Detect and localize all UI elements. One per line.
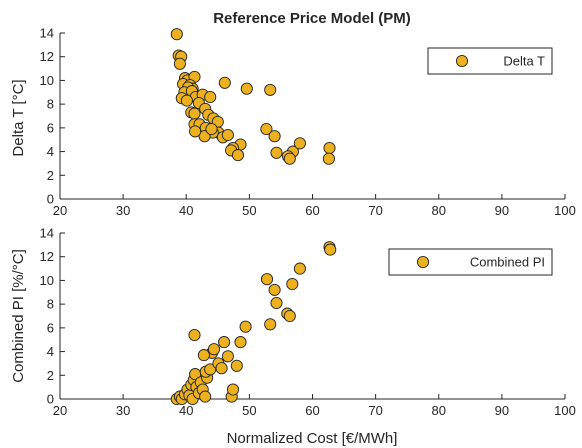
delta-t-data-point xyxy=(240,82,253,95)
delta-t-legend-label: Delta T xyxy=(503,54,545,69)
delta-t-data-point xyxy=(180,94,193,107)
delta-t-x-tick-label: 90 xyxy=(495,203,509,218)
combined-pi-data-point xyxy=(239,320,252,333)
combined-pi-panel: Combined PI [%/°C] 20 30 40 50 60 70 80 90 100 0 2… xyxy=(10,226,576,419)
delta-t-y-tick-label: 10 xyxy=(40,73,54,88)
delta-t-data-point xyxy=(170,28,183,41)
combined-pi-data-point xyxy=(226,383,240,396)
combined-pi-x-tick-label: 100 xyxy=(554,403,576,418)
combined-pi-y-tick-label: 6 xyxy=(47,320,54,335)
combined-pi-data-point xyxy=(260,273,274,286)
delta-t-data-point xyxy=(188,107,201,120)
delta-t-data-point xyxy=(205,122,218,136)
delta-t-panel: Delta T [°C] 20 30 40 50 60 70 80 90 100 0 2 4 6 8 10 1… xyxy=(10,26,576,219)
combined-pi-data-point xyxy=(286,277,299,291)
combined-pi-data-point xyxy=(293,262,306,275)
delta-t-data-point xyxy=(189,125,202,138)
delta-t-data-point xyxy=(268,130,281,143)
combined-pi-data-point xyxy=(199,390,212,403)
combined-pi-x-tick-label: 70 xyxy=(368,403,382,418)
delta-t-y-tick-label: 12 xyxy=(40,49,54,64)
combined-pi-y-tick-label: 8 xyxy=(47,297,54,312)
combined-pi-x-tick-label: 20 xyxy=(53,403,67,418)
combined-pi-legend-label: Combined PI xyxy=(470,255,545,270)
delta-t-y-tick-label: 4 xyxy=(47,144,54,159)
x-axis-label: Normalized Cost [€/MWh] xyxy=(227,430,398,447)
delta-t-x-tick-label: 20 xyxy=(53,203,67,218)
combined-pi-x-tick-label: 90 xyxy=(495,403,509,418)
combined-pi-ylabel: Combined PI [%/°C] xyxy=(10,249,27,383)
delta-t-data-point xyxy=(218,76,231,89)
delta-t-data-point xyxy=(173,57,186,70)
delta-t-data-point xyxy=(293,137,306,150)
figure-title: Reference Price Model (PM) xyxy=(213,10,411,27)
delta-t-y-tick-label: 0 xyxy=(47,192,54,207)
combined-pi-data-point xyxy=(218,336,231,349)
combined-pi-x-tick-label: 60 xyxy=(305,403,319,418)
delta-t-x-tick-label: 80 xyxy=(432,203,446,218)
combined-pi-legend-box xyxy=(388,248,553,276)
combined-pi-data-point xyxy=(215,362,228,375)
combined-pi-y-tick-label: 14 xyxy=(40,226,54,241)
delta-t-x-tick-label: 70 xyxy=(368,203,382,218)
combined-pi-y-tick-label: 0 xyxy=(47,392,54,407)
combined-pi-data-point xyxy=(324,243,337,256)
combined-pi-x-tick-label: 30 xyxy=(116,403,130,418)
combined-pi-y-tick-label: 4 xyxy=(47,344,54,359)
delta-t-ylabel: Delta T [°C] xyxy=(10,79,27,156)
delta-t-data-point xyxy=(323,141,336,155)
combined-pi-data-point xyxy=(230,359,243,372)
delta-t-data-point xyxy=(231,149,245,162)
delta-t-x-tick-label: 100 xyxy=(554,203,576,218)
delta-t-legend-box xyxy=(427,47,553,75)
combined-pi-data-point xyxy=(221,350,234,363)
combined-pi-data-point xyxy=(188,328,201,342)
combined-pi-x-tick-label: 40 xyxy=(179,403,193,418)
delta-t-y-tick-label: 6 xyxy=(47,120,54,135)
combined-pi-data-point xyxy=(234,336,247,349)
combined-pi-data-point xyxy=(207,343,221,356)
delta-t-data-point xyxy=(270,146,283,159)
delta-t-x-tick-label: 40 xyxy=(179,203,193,218)
delta-t-legend-marker xyxy=(455,54,469,68)
delta-t-x-tick-label: 30 xyxy=(116,203,130,218)
delta-t-x-tick-label: 60 xyxy=(305,203,319,218)
delta-t-y-tick-label: 8 xyxy=(47,97,54,112)
combined-pi-legend-marker xyxy=(416,255,430,269)
combined-pi-data-point xyxy=(283,309,296,323)
delta-t-data-point xyxy=(283,152,296,165)
delta-t-data-point xyxy=(322,152,335,165)
combined-pi-x-tick-label: 50 xyxy=(242,403,256,418)
delta-t-y-tick-label: 2 xyxy=(47,168,54,183)
combined-pi-y-tick-label: 2 xyxy=(47,368,54,383)
delta-t-data-point xyxy=(260,122,273,136)
combined-pi-y-tick-label: 10 xyxy=(40,273,54,288)
combined-pi-x-tick-label: 80 xyxy=(432,403,446,418)
delta-t-x-tick-label: 50 xyxy=(242,203,256,218)
combined-pi-data-point xyxy=(270,296,283,310)
delta-t-y-tick-label: 14 xyxy=(40,26,54,41)
delta-t-data-point xyxy=(204,90,217,104)
combined-pi-data-point xyxy=(268,283,281,296)
combined-pi-y-tick-label: 12 xyxy=(40,249,54,264)
delta-t-data-point xyxy=(264,83,277,96)
delta-t-data-point xyxy=(221,128,234,142)
combined-pi-data-point xyxy=(197,349,210,362)
combined-pi-data-point xyxy=(264,318,277,331)
